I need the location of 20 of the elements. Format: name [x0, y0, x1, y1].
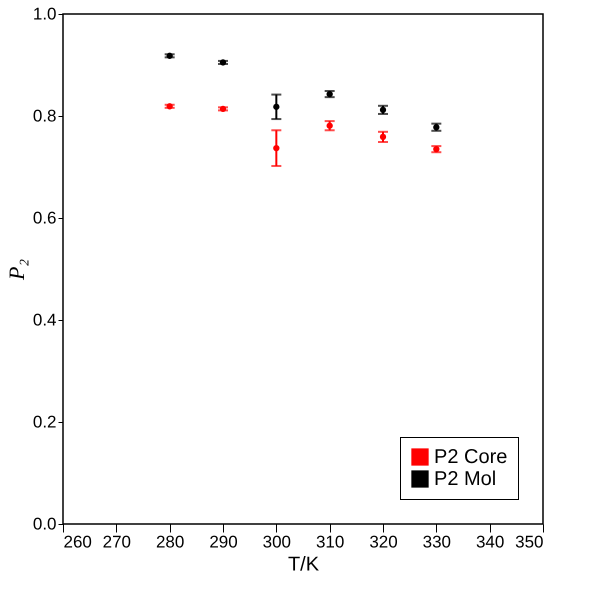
y-axis-title: P₂ [4, 258, 29, 282]
x-tick-label: 290 [209, 532, 238, 552]
y-tick-label: 0.4 [32, 310, 56, 330]
x-tick-label: 350 [515, 532, 544, 552]
x-tick-label: 310 [316, 532, 344, 552]
y-tick-label: 0.2 [32, 412, 56, 432]
legend-label: P2 Mol [434, 468, 496, 490]
x-tick-label: 300 [262, 532, 292, 552]
x-tick-label: 270 [102, 532, 132, 552]
x-tick-label: 330 [422, 532, 452, 552]
x-tick-label: 320 [369, 532, 398, 552]
y-tick-label: 0.0 [32, 514, 56, 534]
x-tick-label: 280 [156, 532, 184, 552]
y-tick-label: 0.8 [32, 106, 56, 126]
x-tick-label: 260 [64, 532, 92, 552]
x-tick-label: 340 [476, 532, 504, 552]
x-axis-title: T/K [288, 554, 320, 576]
legend-label: P2 Core [434, 446, 508, 468]
y-tick-label: 0.6 [32, 208, 56, 228]
y-tick-label: 1.0 [32, 4, 56, 24]
